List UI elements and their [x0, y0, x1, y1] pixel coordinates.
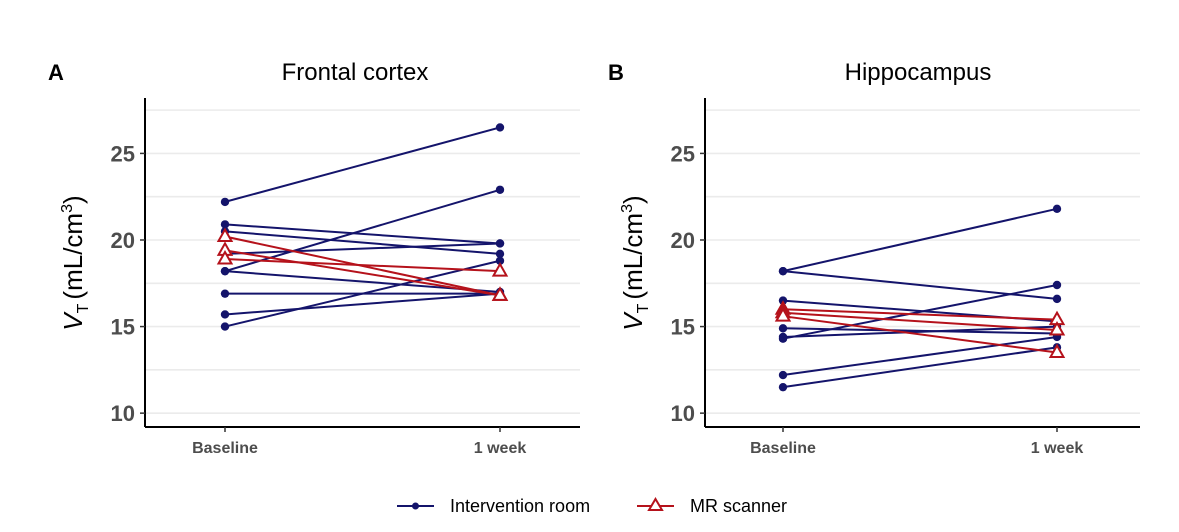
data-point-circle — [220, 310, 230, 319]
y-label-close: ) — [58, 195, 88, 204]
series-line — [224, 126, 501, 203]
legend-label-mr-scanner: MR scanner — [690, 496, 787, 516]
y-tick-label: 10 — [111, 401, 135, 426]
series-line — [224, 258, 501, 273]
legend-item-mr-scanner: MR scanner — [637, 496, 787, 516]
panel-letter-a: A — [48, 60, 64, 85]
data-point-circle — [778, 324, 788, 333]
y-tick-label: 25 — [671, 141, 695, 166]
legend-label-intervention-room: Intervention room — [450, 496, 590, 516]
data-point-circle — [778, 266, 788, 276]
series-line — [782, 315, 1058, 354]
data-point-circle — [495, 123, 505, 132]
series-line — [782, 308, 1058, 321]
data-point-circle — [1052, 294, 1062, 304]
series-intervention-room — [220, 266, 505, 297]
series-line — [782, 311, 1058, 332]
data-point-circle — [778, 370, 788, 380]
y-tick-label: 20 — [111, 228, 135, 253]
series-line — [782, 284, 1058, 340]
y-tick-label: 20 — [671, 228, 695, 253]
y-label-sub: T — [75, 303, 92, 313]
grid-lines-b — [705, 109, 1140, 414]
y-label-main: V — [618, 311, 648, 331]
series-intervention-room — [778, 332, 1062, 380]
data-point-circle — [778, 334, 788, 343]
series-line — [224, 223, 501, 245]
y-tick-label: 25 — [111, 141, 135, 166]
y-label-sup: 3 — [619, 204, 636, 213]
legend-triangle-marker-icon — [647, 497, 664, 511]
y-tick-label: 15 — [671, 315, 695, 340]
panel-letter-b: B — [608, 60, 624, 85]
data-point-triangle — [491, 286, 509, 301]
series-intervention-room — [220, 185, 505, 276]
series-line — [782, 325, 1058, 338]
data-point-circle — [220, 220, 230, 229]
series-line — [224, 249, 501, 297]
y-label-main: V — [58, 311, 88, 331]
data-point-triangle — [774, 307, 792, 322]
legend-item-intervention-room: Intervention room — [397, 496, 590, 516]
data-point-triangle — [1048, 320, 1066, 336]
data-point-triangle — [491, 262, 509, 277]
y-label-unit: (mL/cm — [618, 213, 648, 300]
data-point-circle — [1052, 280, 1062, 290]
data-point-circle — [220, 289, 230, 298]
data-point-circle — [495, 256, 505, 265]
series-intervention-room — [778, 280, 1062, 343]
x-tick-label: Baseline — [750, 440, 816, 457]
y-label-sup: 3 — [59, 204, 76, 213]
series-mr-scanner — [774, 307, 1066, 359]
series-intervention-room — [778, 343, 1062, 392]
series-intervention-room — [220, 123, 505, 207]
axes-b: 10 15 20 25 Baseline 1 week — [671, 98, 1140, 457]
data-point-circle — [495, 185, 505, 194]
series-intervention-room — [778, 266, 1062, 304]
series-mr-scanner — [216, 250, 509, 277]
series-line — [224, 188, 501, 273]
series-line — [224, 230, 501, 255]
y-label-close: ) — [618, 195, 648, 204]
series-intervention-room — [220, 227, 505, 259]
series-line — [782, 346, 1058, 389]
data-point-circle — [220, 197, 230, 207]
series-layer-a — [216, 123, 509, 331]
series-line — [224, 292, 501, 316]
series-line — [224, 242, 501, 255]
series-layer-b — [774, 204, 1066, 392]
data-point-circle — [220, 266, 230, 276]
x-tick-label: 1 week — [474, 440, 527, 457]
y-axis-label-b: VT (mL/cm3) — [618, 195, 652, 330]
y-axis-label-a: VT (mL/cm3) — [58, 195, 92, 330]
series-line — [782, 270, 1058, 300]
y-tick-label: 10 — [671, 401, 695, 426]
y-tick-label: 15 — [111, 315, 135, 340]
x-tick-label: 1 week — [1031, 440, 1084, 457]
panel-hippocampus: B Hippocampus 10 15 20 25 Baseline 1 week VT (… — [608, 59, 1140, 457]
panel-title-b: Hippocampus — [845, 59, 992, 86]
data-point-circle — [495, 239, 505, 248]
series-line — [782, 207, 1058, 273]
data-point-triangle — [216, 250, 234, 265]
x-tick-label: Baseline — [192, 440, 258, 457]
data-point-triangle — [1048, 343, 1066, 359]
grid-lines-a — [145, 109, 580, 414]
y-label-unit: (mL/cm — [58, 213, 88, 300]
panel-title-a: Frontal cortex — [282, 59, 429, 86]
data-point-circle — [220, 322, 230, 331]
series-line — [782, 335, 1058, 377]
legend: Intervention room MR scanner — [397, 496, 787, 516]
data-point-circle — [1052, 204, 1062, 214]
data-point-triangle — [216, 227, 234, 243]
legend-circle-marker-icon — [412, 502, 419, 510]
axes-a: 10 15 20 25 Baseline 1 week — [111, 98, 580, 457]
data-point-circle — [778, 382, 788, 392]
series-line — [224, 259, 501, 328]
series-intervention-room — [220, 256, 505, 331]
data-point-circle — [495, 249, 505, 259]
y-label-sub: T — [635, 303, 652, 313]
